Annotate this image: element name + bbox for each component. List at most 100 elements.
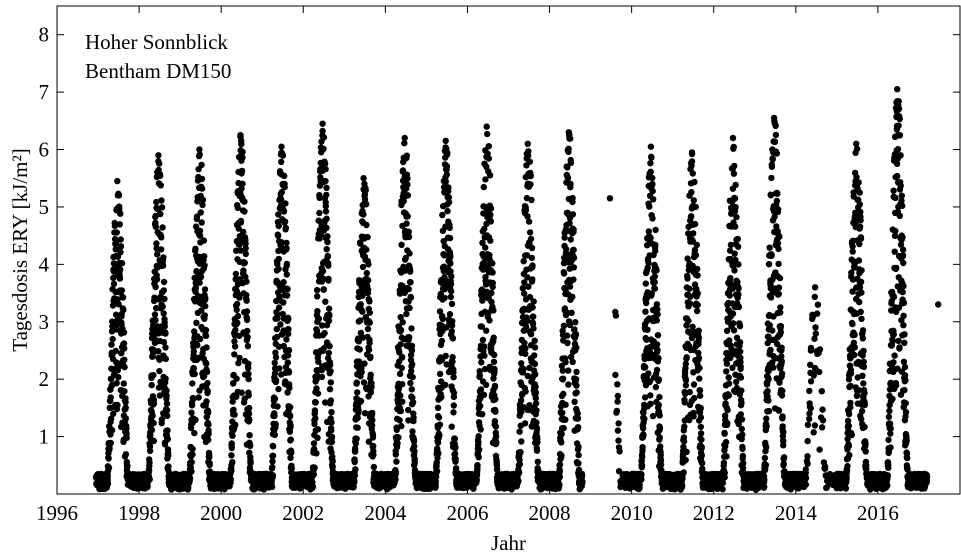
data-point <box>117 243 125 250</box>
data-point <box>490 307 497 314</box>
data-point <box>198 161 205 169</box>
data-point <box>153 198 160 206</box>
data-point <box>284 359 291 366</box>
data-point <box>697 430 705 437</box>
data-point <box>324 233 331 240</box>
data-point <box>528 254 536 262</box>
data-point <box>575 443 582 451</box>
data-point <box>408 325 415 332</box>
data-point <box>653 267 660 274</box>
data-point <box>152 223 159 230</box>
data-point <box>357 301 364 308</box>
data-point <box>441 252 448 259</box>
data-point <box>686 300 694 307</box>
data-point <box>407 379 414 387</box>
data-point <box>205 436 212 443</box>
data-point <box>436 370 444 378</box>
data-point <box>197 209 204 216</box>
data-point <box>519 285 526 292</box>
data-point <box>491 368 498 375</box>
data-point <box>452 455 459 463</box>
data-point <box>285 316 292 323</box>
data-point <box>682 456 689 464</box>
data-point <box>369 416 376 424</box>
data-point <box>447 281 455 288</box>
data-point <box>283 271 290 278</box>
data-point <box>567 180 574 188</box>
data-point <box>324 252 331 260</box>
data-point <box>146 459 153 466</box>
data-point <box>117 210 124 217</box>
data-point <box>526 158 533 165</box>
data-point <box>286 384 293 391</box>
data-point <box>697 404 704 412</box>
data-point <box>556 461 564 468</box>
data-point <box>245 410 253 417</box>
data-point <box>531 360 539 368</box>
data-point <box>638 462 646 469</box>
data-point <box>657 443 664 450</box>
data-point <box>150 419 157 427</box>
data-point <box>649 181 656 188</box>
data-point <box>329 463 336 470</box>
data-point <box>527 331 535 338</box>
data-point <box>532 371 539 378</box>
data-point <box>656 412 663 419</box>
data-point <box>562 416 569 423</box>
data-point <box>489 279 496 287</box>
data-point <box>522 207 530 214</box>
data-point <box>683 354 690 361</box>
data-point <box>275 343 283 350</box>
data-point <box>448 288 455 295</box>
data-point <box>563 246 570 253</box>
data-point <box>236 354 243 362</box>
data-point <box>492 423 500 430</box>
data-point <box>522 388 529 395</box>
data-point <box>273 325 280 333</box>
data-point <box>411 459 418 467</box>
data-point <box>239 180 246 187</box>
data-point <box>409 399 417 406</box>
data-point <box>369 409 376 417</box>
data-point <box>520 366 527 373</box>
data-point <box>450 374 457 381</box>
data-point <box>475 454 482 461</box>
data-point <box>286 413 294 420</box>
data-point <box>568 309 575 316</box>
data-point <box>647 234 654 241</box>
data-point <box>441 286 448 293</box>
data-point <box>201 262 208 269</box>
data-point <box>526 229 534 236</box>
data-point <box>699 465 706 472</box>
data-point <box>392 451 399 458</box>
data-point <box>615 420 622 427</box>
data-point <box>327 397 335 404</box>
data-point <box>480 183 487 191</box>
data-point <box>322 177 329 185</box>
data-point <box>490 334 497 341</box>
data-point <box>314 426 322 433</box>
data-point <box>531 344 539 351</box>
data-point <box>489 260 496 267</box>
data-point <box>192 284 200 291</box>
data-point <box>649 412 657 420</box>
data-point <box>190 348 197 355</box>
data-point <box>435 414 443 421</box>
data-point <box>487 218 495 225</box>
data-point <box>233 375 240 382</box>
data-point <box>108 427 116 434</box>
data-point <box>409 373 416 381</box>
data-point <box>653 317 660 324</box>
data-point <box>408 386 415 393</box>
data-point <box>573 382 580 389</box>
data-point <box>275 385 282 393</box>
data-point <box>162 344 169 351</box>
data-point <box>399 319 406 326</box>
data-point <box>558 452 565 459</box>
data-point <box>204 379 211 387</box>
data-point <box>685 317 692 325</box>
data-point <box>327 368 334 375</box>
data-point <box>397 326 405 334</box>
data-point <box>108 365 115 372</box>
data-point <box>392 469 400 476</box>
